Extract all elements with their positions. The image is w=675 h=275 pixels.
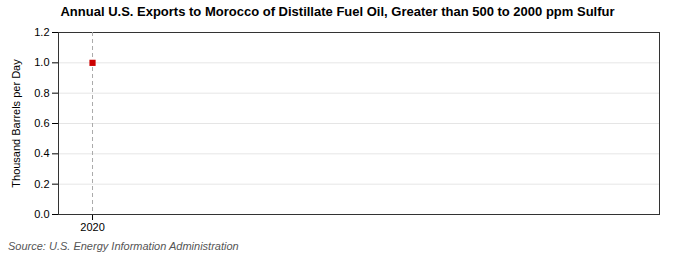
svg-text:0.8: 0.8 — [34, 86, 49, 98]
svg-text:Thousand Barrels per Day: Thousand Barrels per Day — [10, 58, 22, 187]
svg-text:1.0: 1.0 — [34, 56, 49, 68]
svg-text:0.2: 0.2 — [34, 177, 49, 189]
svg-text:1.2: 1.2 — [34, 26, 49, 38]
html-text:Source: U.S. Energy Informatio: Source: U.S. Energy Information Administ… — [8, 239, 239, 252]
svg-text:0.4: 0.4 — [34, 147, 49, 159]
svg-text:0.6: 0.6 — [34, 117, 49, 129]
svg-text:2020: 2020 — [80, 221, 104, 233]
svg-text:0.0: 0.0 — [34, 208, 49, 220]
html-text:Annual U.S. Exports to Morocco: Annual U.S. Exports to Morocco of Distil… — [60, 4, 615, 19]
